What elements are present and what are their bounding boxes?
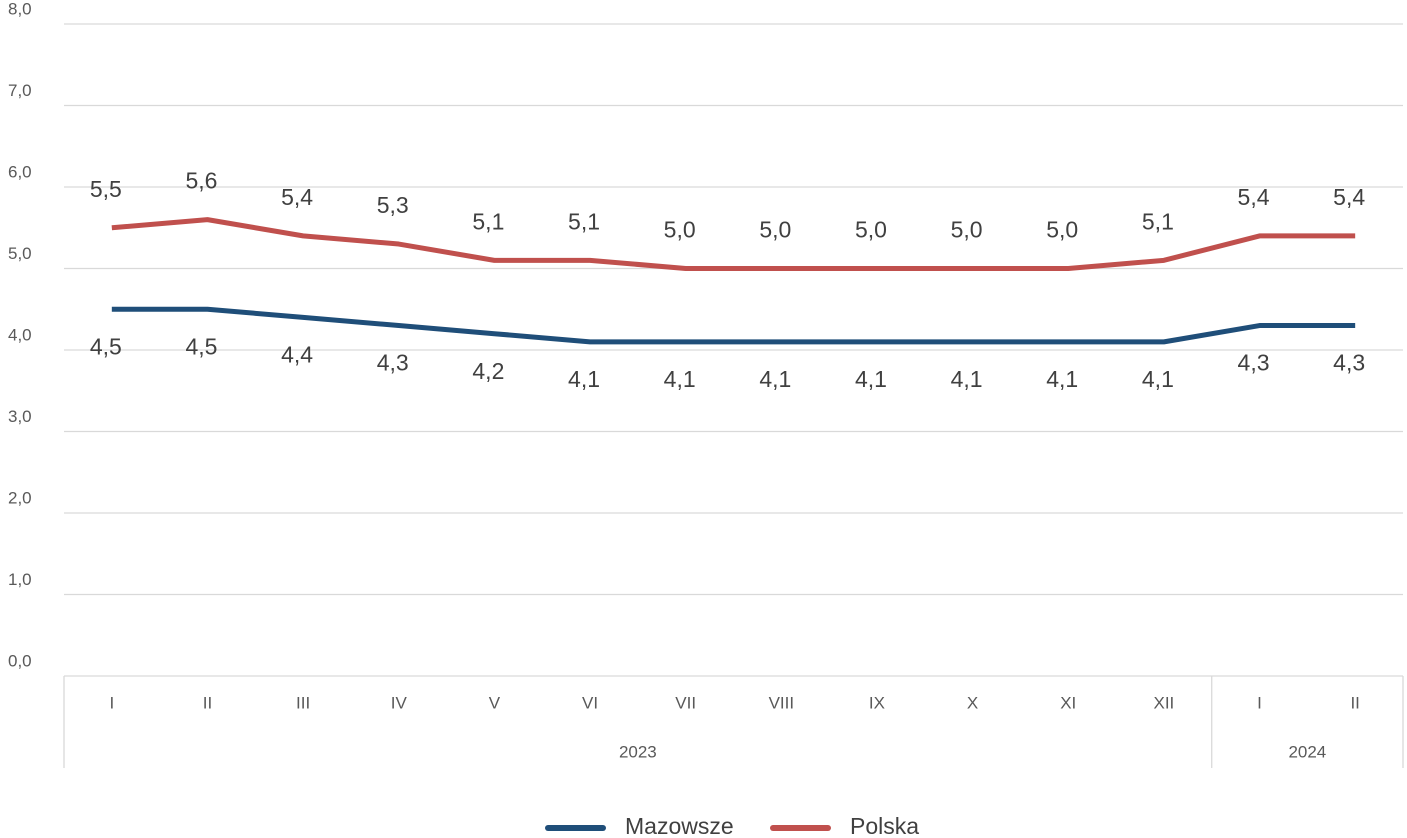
x-tick-label: XI <box>1060 693 1076 712</box>
data-label: 4,5 <box>185 333 217 359</box>
data-label: 5,1 <box>568 208 600 234</box>
data-label: 4,1 <box>759 366 791 392</box>
data-label: 5,4 <box>1238 184 1270 210</box>
data-label: 5,6 <box>185 168 217 194</box>
series-line <box>111 306 1356 345</box>
x-tick-label: VI <box>582 693 598 712</box>
x-tick-label: XII <box>1153 693 1174 712</box>
data-label: 4,3 <box>1333 350 1365 376</box>
x-tick-label: III <box>296 693 310 712</box>
y-tick-label: 0,0 <box>8 651 32 670</box>
data-label: 4,1 <box>951 366 983 392</box>
y-tick-label: 6,0 <box>8 162 32 181</box>
data-label: 4,1 <box>1046 366 1078 392</box>
data-label: 5,5 <box>90 176 122 202</box>
data-label: 5,3 <box>377 192 409 218</box>
y-tick-label: 3,0 <box>8 407 32 426</box>
data-label: 4,1 <box>855 366 887 392</box>
data-label: 4,5 <box>90 333 122 359</box>
x-tick-label: VIII <box>769 693 795 712</box>
data-label: 5,0 <box>759 217 791 243</box>
data-label: 5,0 <box>855 217 887 243</box>
data-label: 4,2 <box>472 358 504 384</box>
data-label: 5,0 <box>664 217 696 243</box>
y-tick-label: 2,0 <box>8 488 32 507</box>
y-tick-label: 7,0 <box>8 81 32 100</box>
x-tick-label: VII <box>675 693 696 712</box>
x-tick-label: I <box>1257 693 1262 712</box>
data-label: 4,1 <box>1142 366 1174 392</box>
data-label: 4,1 <box>568 366 600 392</box>
x-tick-label: II <box>1350 693 1359 712</box>
series-line <box>111 217 1356 271</box>
data-label: 4,4 <box>281 341 313 367</box>
legend-label: Polska <box>850 813 919 838</box>
y-tick-label: 1,0 <box>8 570 32 589</box>
x-tick-label: X <box>967 693 978 712</box>
x-group-label: 2024 <box>1288 742 1326 761</box>
data-label: 5,0 <box>1046 217 1078 243</box>
legend-label: Mazowsze <box>625 813 734 838</box>
x-tick-label: V <box>489 693 501 712</box>
x-tick-label: IV <box>391 693 408 712</box>
data-label: 4,3 <box>1238 350 1270 376</box>
data-label: 5,4 <box>281 184 313 210</box>
data-label: 5,1 <box>472 208 504 234</box>
y-tick-label: 8,0 <box>8 0 32 18</box>
y-tick-label: 4,0 <box>8 325 32 344</box>
x-tick-label: II <box>203 693 212 712</box>
data-label: 4,3 <box>377 350 409 376</box>
data-label: 4,1 <box>664 366 696 392</box>
y-tick-label: 5,0 <box>8 244 32 263</box>
x-group-label: 2023 <box>619 742 657 761</box>
x-tick-label: I <box>109 693 114 712</box>
x-tick-label: IX <box>869 693 885 712</box>
data-label: 5,0 <box>951 217 983 243</box>
data-label: 5,4 <box>1333 184 1365 210</box>
data-label: 5,1 <box>1142 208 1174 234</box>
